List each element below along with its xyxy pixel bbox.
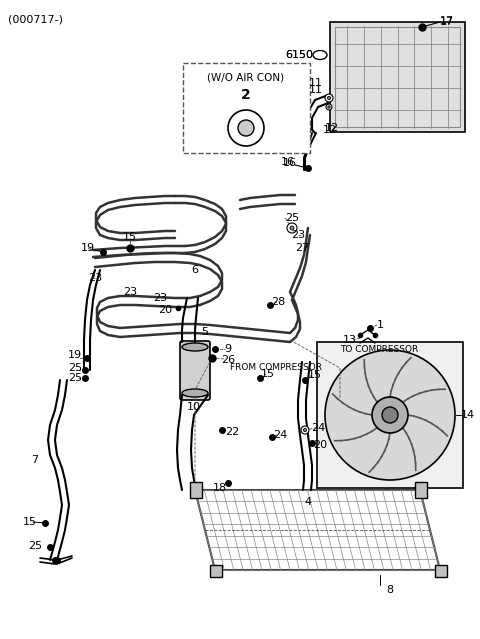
- Circle shape: [382, 407, 398, 423]
- Text: 10: 10: [187, 402, 201, 412]
- Text: 6: 6: [192, 265, 199, 275]
- Text: 11: 11: [309, 85, 323, 95]
- Text: 17: 17: [440, 17, 454, 27]
- Text: 24: 24: [273, 430, 287, 440]
- Text: 26: 26: [221, 355, 235, 365]
- Text: 20: 20: [158, 305, 172, 315]
- Text: 15: 15: [23, 517, 37, 527]
- Text: 14: 14: [461, 410, 475, 420]
- Text: FROM COMPRESSOR: FROM COMPRESSOR: [230, 364, 322, 373]
- Text: 22: 22: [225, 427, 239, 437]
- Text: 27: 27: [295, 243, 309, 253]
- FancyBboxPatch shape: [180, 341, 210, 400]
- Ellipse shape: [182, 389, 208, 397]
- Text: 23: 23: [291, 230, 305, 240]
- Circle shape: [326, 104, 332, 110]
- Text: 16: 16: [283, 158, 297, 168]
- Text: 25: 25: [285, 213, 299, 223]
- Circle shape: [228, 110, 264, 146]
- Circle shape: [287, 223, 297, 233]
- Text: 28: 28: [271, 297, 285, 307]
- Text: 25: 25: [68, 363, 82, 373]
- Ellipse shape: [182, 343, 208, 351]
- Bar: [210, 565, 222, 577]
- Text: 24: 24: [311, 423, 325, 433]
- Text: 6150: 6150: [285, 50, 313, 60]
- Bar: [335, 27, 460, 127]
- Text: 6150: 6150: [285, 50, 313, 60]
- Text: 12: 12: [325, 123, 339, 133]
- Text: 23: 23: [88, 273, 102, 283]
- Text: 7: 7: [31, 455, 38, 465]
- Bar: [190, 482, 202, 498]
- Text: 23: 23: [123, 287, 137, 297]
- Circle shape: [328, 106, 330, 108]
- Bar: [317, 342, 463, 488]
- Text: 15: 15: [308, 370, 322, 380]
- Text: 18: 18: [213, 483, 227, 493]
- Text: 23: 23: [153, 293, 167, 303]
- Text: 8: 8: [386, 585, 394, 595]
- Bar: [435, 565, 447, 577]
- Text: 9: 9: [225, 344, 231, 354]
- FancyBboxPatch shape: [183, 63, 310, 153]
- Circle shape: [372, 397, 408, 433]
- Text: 13: 13: [343, 335, 357, 345]
- Circle shape: [301, 426, 309, 434]
- Circle shape: [325, 94, 333, 102]
- Ellipse shape: [313, 50, 327, 59]
- Text: TO COMPRESSOR: TO COMPRESSOR: [340, 346, 418, 355]
- Text: 25: 25: [28, 541, 42, 551]
- Text: 19: 19: [68, 350, 82, 360]
- Circle shape: [238, 120, 254, 136]
- Text: 4: 4: [304, 497, 312, 507]
- Text: 12: 12: [323, 125, 337, 135]
- Text: 15: 15: [261, 369, 275, 379]
- Circle shape: [325, 350, 455, 480]
- Text: 5: 5: [202, 327, 208, 337]
- Text: 25: 25: [68, 373, 82, 383]
- Text: 16: 16: [281, 157, 295, 167]
- Text: 19: 19: [81, 243, 95, 253]
- Text: (W/O AIR CON): (W/O AIR CON): [207, 72, 285, 82]
- Text: 11: 11: [309, 78, 323, 88]
- Text: 15: 15: [123, 232, 137, 242]
- Bar: [330, 22, 465, 132]
- Text: 2: 2: [241, 88, 251, 102]
- Circle shape: [327, 96, 331, 100]
- Circle shape: [290, 226, 294, 230]
- Text: (000717-): (000717-): [8, 14, 63, 24]
- Bar: [415, 482, 427, 498]
- Text: 1: 1: [376, 320, 384, 330]
- Text: 17: 17: [440, 16, 454, 26]
- Circle shape: [303, 428, 307, 431]
- Text: 20: 20: [313, 440, 327, 450]
